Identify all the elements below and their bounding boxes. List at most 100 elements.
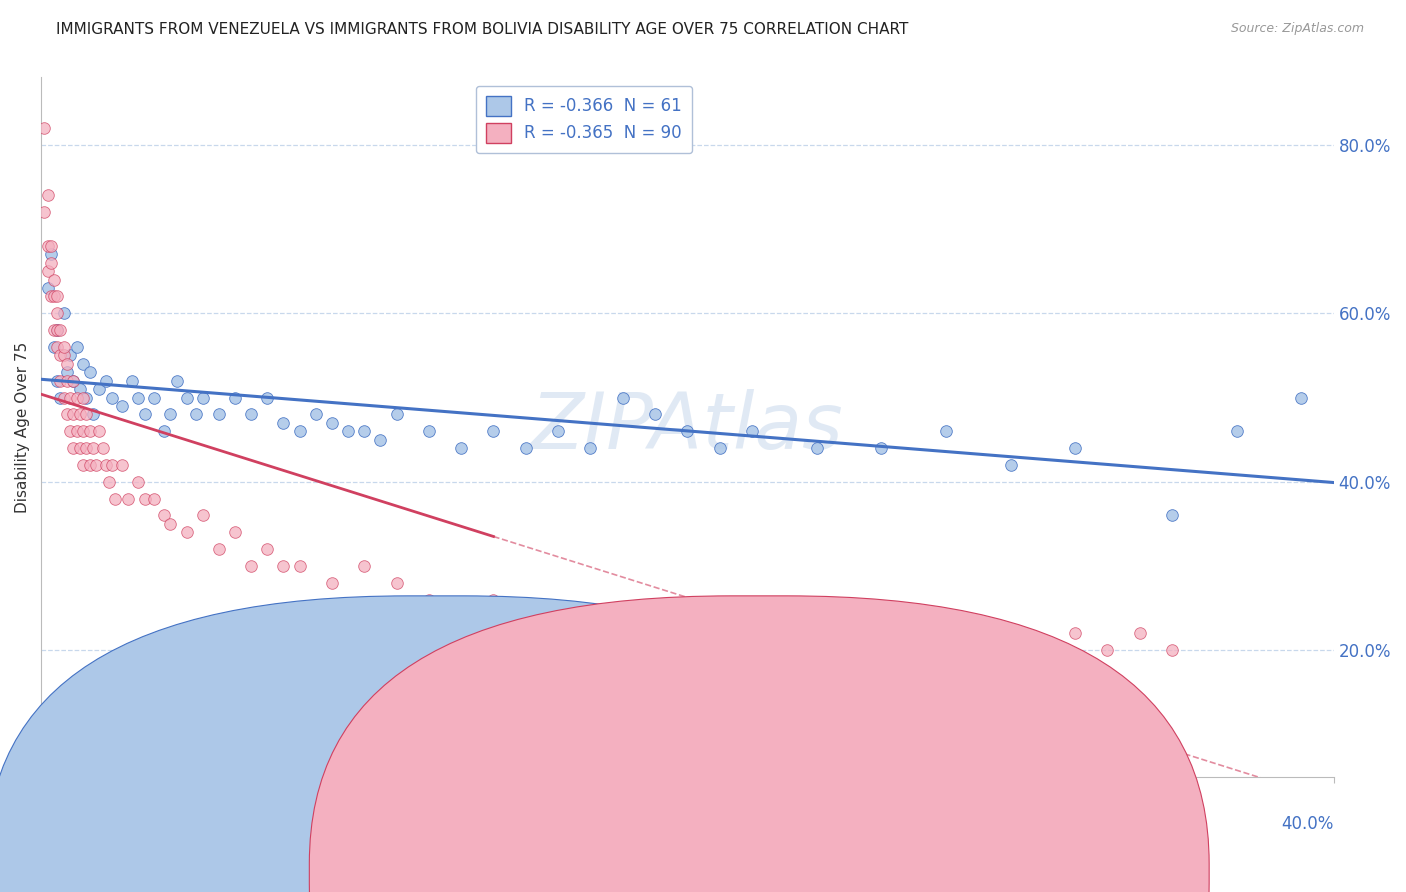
Point — [94, 374, 117, 388]
Point — [82, 441, 104, 455]
Point — [935, 626, 957, 640]
Point — [612, 391, 634, 405]
Point — [176, 525, 198, 540]
Point — [111, 458, 134, 472]
Point — [418, 592, 440, 607]
Point — [579, 441, 602, 455]
Point — [967, 643, 990, 657]
Point — [240, 408, 263, 422]
Point — [547, 424, 569, 438]
Point — [224, 525, 246, 540]
Point — [79, 458, 101, 472]
Point — [75, 408, 97, 422]
Point — [84, 458, 107, 472]
Point — [186, 408, 208, 422]
Point — [134, 491, 156, 506]
Point — [240, 559, 263, 574]
Point — [56, 408, 79, 422]
Text: 40.0%: 40.0% — [1281, 815, 1334, 833]
Point — [208, 542, 231, 557]
Point — [52, 391, 75, 405]
Point — [49, 374, 72, 388]
Point — [482, 424, 505, 438]
Point — [191, 391, 214, 405]
Point — [101, 391, 124, 405]
Point — [75, 391, 97, 405]
Point — [1129, 626, 1152, 640]
Point — [1161, 508, 1184, 523]
Point — [1032, 643, 1054, 657]
Point — [143, 391, 166, 405]
Point — [59, 424, 82, 438]
Point — [56, 365, 79, 379]
Point — [450, 441, 472, 455]
Point — [49, 348, 72, 362]
Point — [46, 323, 69, 337]
Point — [111, 399, 134, 413]
Point — [838, 643, 860, 657]
Point — [91, 441, 114, 455]
Point — [75, 441, 97, 455]
Point — [1064, 626, 1087, 640]
Point — [153, 424, 176, 438]
Point — [39, 247, 62, 261]
Point — [62, 374, 84, 388]
Point — [34, 205, 56, 219]
Point — [66, 340, 89, 354]
Point — [709, 643, 731, 657]
Point — [82, 408, 104, 422]
Point — [1161, 643, 1184, 657]
Point — [191, 508, 214, 523]
Point — [1000, 626, 1022, 640]
Point — [166, 374, 188, 388]
Text: Immigrants from Venezuela: Immigrants from Venezuela — [415, 855, 626, 870]
Point — [644, 643, 666, 657]
Point — [39, 239, 62, 253]
Point — [52, 340, 75, 354]
Point — [935, 424, 957, 438]
Point — [79, 424, 101, 438]
Text: Source: ZipAtlas.com: Source: ZipAtlas.com — [1230, 22, 1364, 36]
Point — [39, 289, 62, 303]
Point — [127, 475, 149, 489]
Point — [806, 441, 828, 455]
Point — [515, 441, 537, 455]
Point — [353, 559, 375, 574]
Point — [153, 508, 176, 523]
Point — [870, 626, 893, 640]
Point — [418, 424, 440, 438]
Point — [46, 323, 69, 337]
Point — [305, 408, 328, 422]
Point — [127, 391, 149, 405]
Point — [56, 357, 79, 371]
Point — [62, 374, 84, 388]
Point — [62, 408, 84, 422]
Point — [101, 458, 124, 472]
Point — [79, 365, 101, 379]
Point — [37, 281, 59, 295]
Point — [72, 458, 94, 472]
Point — [1064, 441, 1087, 455]
Point — [288, 559, 311, 574]
Point — [547, 626, 569, 640]
Point — [676, 424, 699, 438]
Point — [224, 391, 246, 405]
Text: 0.0%: 0.0% — [41, 815, 83, 833]
Point — [337, 424, 360, 438]
Point — [159, 408, 181, 422]
Point — [273, 559, 295, 574]
Point — [644, 408, 666, 422]
Point — [256, 391, 278, 405]
Point — [94, 458, 117, 472]
Point — [273, 416, 295, 430]
Point — [42, 289, 65, 303]
Point — [46, 374, 69, 388]
Point — [117, 491, 139, 506]
Point — [121, 374, 143, 388]
Point — [1000, 458, 1022, 472]
Point — [1097, 643, 1119, 657]
Point — [370, 433, 392, 447]
Point — [42, 323, 65, 337]
Point — [482, 592, 505, 607]
Point — [709, 441, 731, 455]
